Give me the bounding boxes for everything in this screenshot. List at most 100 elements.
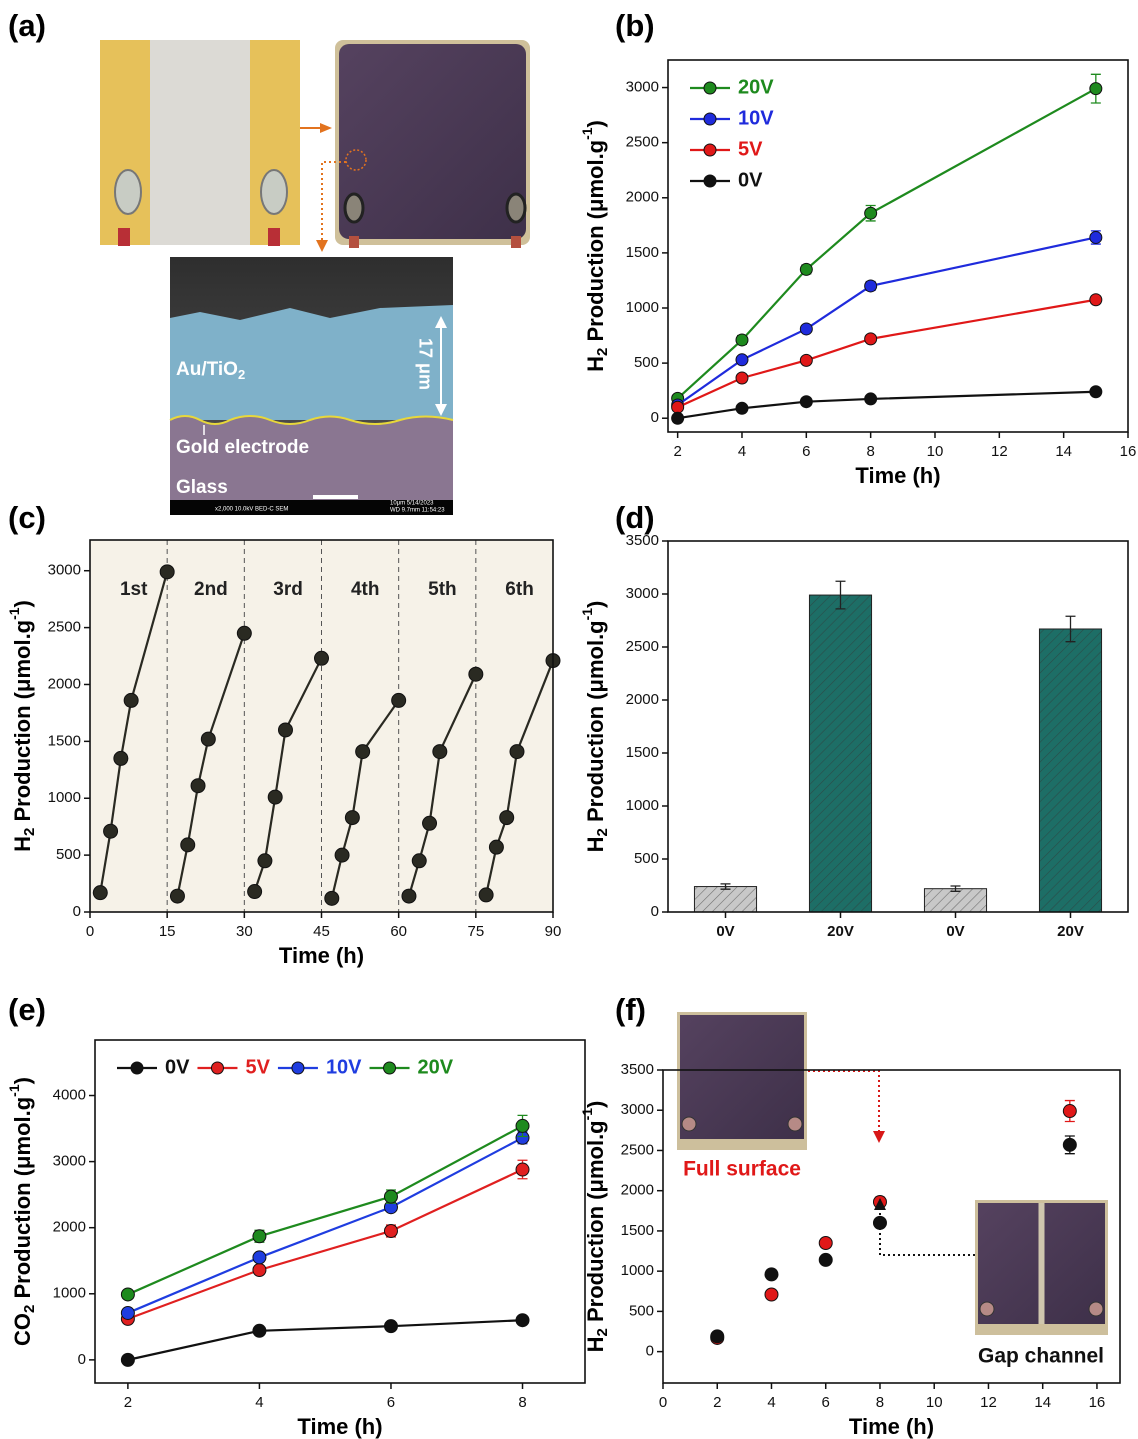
x-tick-label: 14: [1034, 1394, 1051, 1411]
series-line: [127, 1136, 524, 1314]
data-point: [864, 332, 878, 346]
inset-arrow: [808, 1070, 880, 1133]
plot-frame: [89, 539, 554, 913]
data-point: [252, 1250, 267, 1265]
data-point: [334, 847, 350, 863]
x-tick-label: 8: [866, 443, 874, 460]
panel-label: (c): [8, 500, 46, 535]
run-label: 5th: [428, 579, 457, 600]
data-point: [103, 823, 119, 839]
y-tick-label: 3500: [626, 532, 659, 549]
y-tick-label: 1000: [626, 299, 659, 316]
legend-label: 0V: [165, 1056, 190, 1078]
legend-label: 20V: [418, 1056, 454, 1078]
y-axis-label: H2 Production (μmol.g-1): [6, 600, 38, 852]
y-axis-label-part: 2: [594, 828, 611, 836]
error-bar: [835, 580, 846, 610]
y-tick-label: 3000: [626, 79, 659, 96]
data-point: [1089, 385, 1103, 399]
x-tick-label: 12: [980, 1394, 997, 1411]
data-point: [1089, 82, 1103, 96]
arrows-a: [300, 123, 346, 252]
y-tick-label: 500: [629, 1302, 654, 1319]
y-axis-label: H2 Production (μmol.g-1): [579, 120, 611, 372]
y-tick-label: 3000: [621, 1101, 654, 1118]
bar: [808, 594, 873, 913]
data-point: [799, 322, 813, 336]
data-point: [764, 1267, 779, 1282]
legend-label: 10V: [738, 107, 774, 129]
y-axis-label-part: H: [10, 836, 35, 852]
legend-marker: [703, 174, 717, 188]
data-point: [120, 1305, 135, 1320]
y-tick-label: 3500: [621, 1061, 654, 1078]
data-point: [120, 1287, 135, 1302]
data-point: [257, 853, 273, 869]
data-point: [200, 731, 216, 747]
y-axis-label-part: -1: [6, 607, 22, 620]
y-axis-label-part: ): [10, 1077, 35, 1084]
inset-contact: [787, 1116, 803, 1132]
series-line: [127, 1319, 523, 1361]
data-point: [1062, 1137, 1077, 1152]
series-line: [677, 298, 1097, 409]
sem-footer: 10μm 5/14/2023: [390, 501, 434, 507]
data-point: [324, 890, 340, 906]
x-tick-label: 75: [467, 923, 484, 940]
y-axis-label: H2 Production (μmol.g-1): [579, 601, 611, 853]
x-tick-label: 2: [124, 1394, 132, 1411]
data-point: [180, 837, 196, 853]
data-point: [515, 1118, 530, 1133]
data-point: [515, 1162, 530, 1177]
y-tick-label: 2000: [626, 189, 659, 206]
y-axis-label-part: ): [583, 1101, 608, 1108]
data-point: [252, 1229, 267, 1244]
y-tick-label: 2500: [621, 1141, 654, 1158]
data-point: [499, 810, 515, 826]
data-point: [252, 1323, 267, 1338]
x-tick-label: 0: [659, 1394, 667, 1411]
legend-marker: [703, 143, 717, 157]
data-point: [468, 666, 484, 682]
error-bar: [1065, 615, 1076, 643]
data-point: [478, 887, 494, 903]
y-tick-label: 1000: [48, 789, 81, 806]
sem-label: Gold electrode: [176, 437, 309, 458]
y-tick-label: 2500: [48, 619, 81, 636]
data-point: [277, 722, 293, 738]
series-line: [127, 1168, 523, 1320]
legend-label: 0V: [738, 169, 763, 191]
data-point: [1062, 1104, 1077, 1119]
error-bar: [720, 883, 731, 890]
x-tick-label: 0V: [716, 923, 734, 940]
x-tick-label: 4: [255, 1394, 263, 1411]
y-axis-label-part: ): [10, 600, 35, 607]
y-axis-label: H2 Production (μmol.g-1): [579, 1101, 611, 1353]
run-label: 2nd: [194, 579, 228, 600]
inset-contact: [681, 1116, 697, 1132]
data-point: [799, 353, 813, 367]
x-tick-label: 45: [313, 923, 330, 940]
data-point: [818, 1235, 833, 1250]
chart-panel: (c) 0 500 1000 1500 2000 2500 3000 H2 Production…: [6, 500, 562, 968]
legend-label: 5V: [245, 1056, 270, 1078]
photo-electrode: [100, 40, 300, 246]
inset-arrow: [879, 1208, 975, 1256]
data-point: [710, 1329, 725, 1344]
sem-thickness: 17 μm: [415, 338, 435, 390]
sem-image: [169, 257, 454, 515]
data-point: [671, 411, 685, 425]
bar: [693, 886, 758, 913]
inset-contact: [979, 1301, 995, 1317]
x-tick-label: 15: [159, 923, 176, 940]
y-axis-label-part: CO: [10, 1313, 35, 1346]
data-point: [735, 333, 749, 347]
data-point: [864, 206, 878, 220]
y-axis-label-part: -1: [579, 608, 595, 621]
y-tick-label: 2000: [621, 1182, 654, 1199]
panel-label: (f): [615, 992, 646, 1027]
